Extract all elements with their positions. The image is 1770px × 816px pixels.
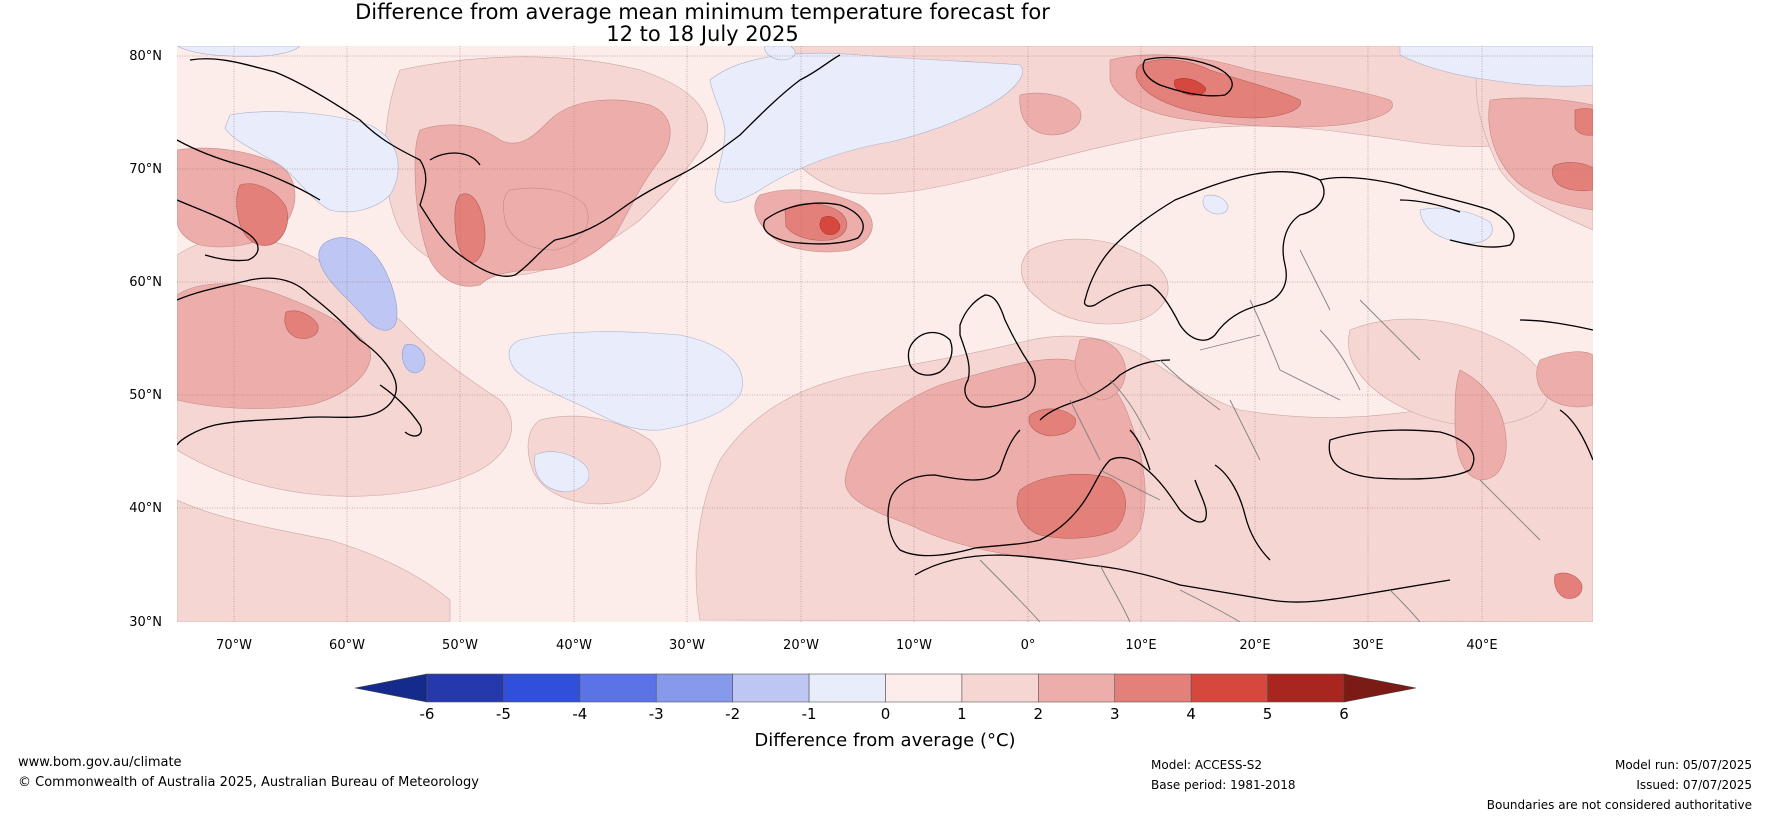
north-africa-coast: [914, 554, 1451, 603]
colorbar-tick-label: 1: [957, 705, 967, 723]
coastlines: [177, 54, 1593, 603]
lon-label: 60°W: [329, 638, 365, 653]
country-borders: [979, 249, 1541, 622]
colorbar-tick-label: 6: [1339, 705, 1349, 723]
graticule: [177, 46, 1593, 622]
lon-label: 50°W: [442, 638, 478, 653]
base-period-text: Base period: 1981-2018: [1151, 778, 1296, 792]
colorbar-segment: [1114, 673, 1192, 703]
colorbar-tick-label: -5: [496, 705, 511, 723]
colorbar-tick-label: -3: [649, 705, 664, 723]
latitude-axis: 80°N 70°N 60°N 50°N 40°N 30°N: [129, 49, 162, 630]
colorbar-tick-label: 3: [1110, 705, 1120, 723]
greenland-coast: [189, 54, 841, 277]
europe-coast: [887, 359, 1207, 557]
ireland-coast: [907, 331, 953, 376]
issued-text: Issued: 07/07/2025: [1636, 778, 1752, 792]
colorbar-segment: [426, 673, 504, 703]
baffin-coast: [177, 139, 321, 262]
colorbar-segment: [503, 673, 581, 703]
lon-label: 10°E: [1125, 638, 1156, 653]
colorbar-segment: [1190, 673, 1268, 703]
colorbar-tick-label: 2: [1034, 705, 1044, 723]
colorbar-tick-label: 0: [881, 705, 891, 723]
map-title-line-1: Difference from average mean minimum tem…: [355, 0, 1050, 24]
colorbar-segment: [1267, 673, 1345, 703]
anomaly-minus1-to-0: [177, 46, 1593, 493]
colorbar-label: Difference from average (°C): [754, 730, 1015, 751]
scandinavia-coast: [1083, 171, 1325, 341]
anomaly-field: [177, 46, 1593, 622]
lon-label: 70°W: [216, 638, 252, 653]
lon-label: 0°: [1021, 638, 1036, 653]
lon-label: 20°W: [783, 638, 819, 653]
lon-label: 40°E: [1466, 638, 1497, 653]
copyright-text: © Commonwealth of Australia 2025, Austra…: [18, 775, 479, 790]
website-text: www.bom.gov.au/climate: [18, 755, 182, 770]
colorbar-under-triangle: [354, 673, 428, 703]
lat-label: 80°N: [129, 49, 162, 64]
colorbar-segment: [732, 673, 810, 703]
lon-label: 20°E: [1239, 638, 1270, 653]
colorbar-segment: [885, 673, 963, 703]
anomaly-3-to-4: [236, 59, 1593, 599]
disclaimer-text: Boundaries are not considered authoritat…: [1486, 798, 1752, 812]
iceland-coast: [763, 202, 864, 245]
colorbar-segment: [808, 673, 886, 703]
colorbar-segment: [1038, 673, 1116, 703]
map-title-line-2: 12 to 18 July 2025: [606, 22, 799, 46]
colorbar-tick-label: -6: [420, 705, 435, 723]
colorbar-tick-label: -2: [725, 705, 740, 723]
colorbar: [354, 673, 1417, 703]
britain-coast: [959, 294, 1036, 408]
colorbar-segment: [961, 673, 1039, 703]
model-run-text: Model run: 05/07/2025: [1614, 758, 1752, 772]
lon-label: 40°W: [556, 638, 592, 653]
colorbar-segment: [579, 673, 657, 703]
colorbar-tick-label: -1: [802, 705, 817, 723]
lat-label: 30°N: [129, 615, 162, 630]
colorbar-tick-label: -4: [572, 705, 587, 723]
labrador-coast: [177, 277, 397, 446]
colorbar-tick-label: 5: [1263, 705, 1273, 723]
lon-label: 30°E: [1352, 638, 1383, 653]
lat-label: 60°N: [129, 275, 162, 290]
colorbar-segment: [655, 673, 733, 703]
lat-label: 70°N: [129, 162, 162, 177]
model-text: Model: ACCESS-S2: [1151, 758, 1263, 772]
anomaly-minus2-to-minus1: [318, 237, 426, 374]
colorbar-ticks: -6 -5 -4 -3 -2 -1 0 1 2 3 4 5 6: [420, 705, 1349, 723]
longitude-axis: 70°W 60°W 50°W 40°W 30°W 20°W 10°W 0° 10…: [216, 638, 1498, 653]
svalbard-coast: [1142, 56, 1233, 97]
lon-label: 30°W: [669, 638, 705, 653]
colorbar-tick-label: 4: [1186, 705, 1196, 723]
lon-label: 10°W: [896, 638, 932, 653]
colorbar-over-triangle: [1343, 673, 1417, 703]
lat-label: 50°N: [129, 388, 162, 403]
lat-label: 40°N: [129, 501, 162, 516]
black-sea-coast: [1328, 429, 1475, 480]
